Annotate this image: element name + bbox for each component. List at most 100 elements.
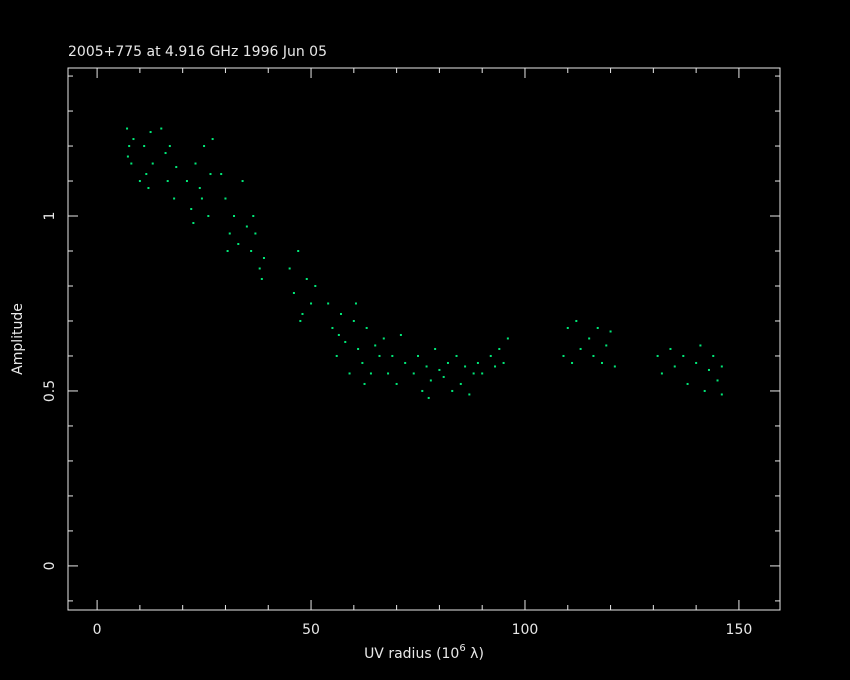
data-point <box>314 284 317 287</box>
data-point <box>138 180 141 183</box>
data-point <box>592 354 595 357</box>
data-point <box>361 361 364 364</box>
data-point <box>166 180 169 183</box>
data-point <box>720 365 723 368</box>
data-point <box>200 197 203 200</box>
data-point <box>175 166 178 169</box>
data-point <box>228 232 231 235</box>
data-point <box>613 365 616 368</box>
data-point <box>145 173 148 176</box>
x-tick-label: 50 <box>302 622 320 638</box>
data-point <box>233 215 236 218</box>
data-point <box>262 256 265 259</box>
data-point <box>387 372 390 375</box>
data-point <box>363 382 366 385</box>
data-point <box>417 354 420 357</box>
data-point <box>412 372 415 375</box>
data-point <box>173 197 176 200</box>
data-point <box>160 127 163 130</box>
data-point <box>468 393 471 396</box>
data-point <box>571 361 574 364</box>
data-point <box>335 354 338 357</box>
x-label-text: UV radius (10 <box>364 646 459 662</box>
data-point <box>682 354 685 357</box>
data-point <box>494 365 497 368</box>
y-tick-label: 1 <box>42 212 58 221</box>
data-point <box>354 302 357 305</box>
data-point <box>339 312 342 315</box>
data-point <box>344 340 347 343</box>
data-point <box>327 302 330 305</box>
data-point <box>459 382 462 385</box>
y-axis-label: Amplitude <box>10 303 26 375</box>
data-point <box>288 267 291 270</box>
data-point <box>194 162 197 165</box>
data-point <box>337 333 340 336</box>
plot-frame <box>67 67 781 611</box>
data-point <box>147 187 150 190</box>
data-point <box>673 365 676 368</box>
data-point <box>254 232 257 235</box>
x-tick-label: 100 <box>512 622 539 638</box>
data-point <box>391 354 394 357</box>
data-point <box>686 382 689 385</box>
x-axis-label: UV radius (106 λ) <box>364 643 484 662</box>
data-point <box>143 145 146 148</box>
data-point <box>258 267 261 270</box>
data-point <box>305 277 308 280</box>
data-point <box>502 361 505 364</box>
data-point <box>707 368 710 371</box>
data-point <box>250 249 253 252</box>
data-point <box>699 344 702 347</box>
data-point <box>164 152 167 155</box>
data-point <box>207 215 210 218</box>
data-point <box>365 326 368 329</box>
data-point <box>566 326 569 329</box>
data-point <box>211 138 214 141</box>
data-point <box>429 379 432 382</box>
data-point <box>292 291 295 294</box>
data-point <box>703 389 706 392</box>
data-point <box>241 180 244 183</box>
data-point <box>130 162 133 165</box>
data-point <box>299 319 302 322</box>
data-point <box>132 138 135 141</box>
data-point <box>126 155 129 158</box>
data-point <box>588 337 591 340</box>
data-point <box>352 319 355 322</box>
data-point <box>252 215 255 218</box>
data-point <box>382 337 385 340</box>
data-point <box>260 277 263 280</box>
data-point <box>224 197 227 200</box>
data-point <box>712 354 715 357</box>
data-point <box>489 354 492 357</box>
data-point <box>442 375 445 378</box>
data-point <box>331 326 334 329</box>
data-point <box>301 312 304 315</box>
data-point <box>297 249 300 252</box>
data-point <box>562 354 565 357</box>
data-point <box>126 127 129 130</box>
data-point <box>596 326 599 329</box>
data-point <box>451 389 454 392</box>
x-label-unit: λ) <box>466 646 484 662</box>
data-point <box>472 372 475 375</box>
data-point <box>434 347 437 350</box>
data-point <box>605 344 608 347</box>
data-point <box>226 249 229 252</box>
data-point <box>374 344 377 347</box>
data-point <box>656 354 659 357</box>
data-point <box>168 145 171 148</box>
data-point <box>579 347 582 350</box>
data-point <box>506 337 509 340</box>
data-point <box>237 243 240 246</box>
data-point <box>310 302 313 305</box>
data-point <box>476 361 479 364</box>
data-point <box>209 173 212 176</box>
data-point <box>425 365 428 368</box>
x-label-exponent: 6 <box>459 643 465 654</box>
data-point <box>348 372 351 375</box>
data-point <box>669 347 672 350</box>
